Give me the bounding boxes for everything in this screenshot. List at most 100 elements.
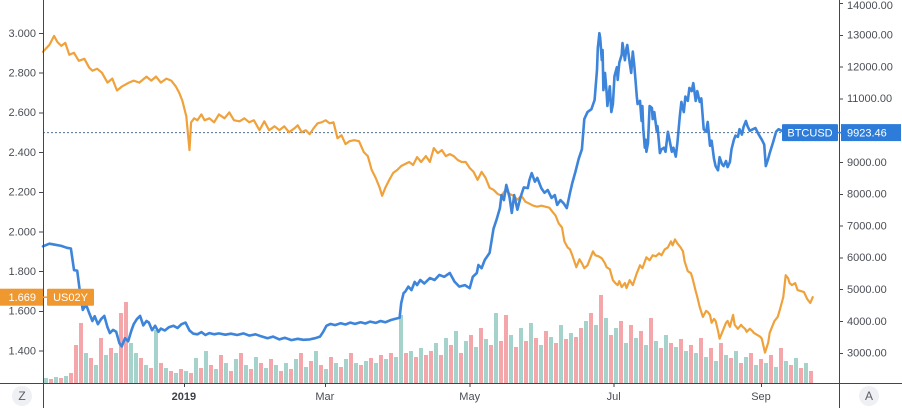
volume-bar: [684, 351, 688, 383]
volume-bar: [254, 357, 258, 383]
volume-bar: [104, 355, 108, 383]
volume-bar: [709, 348, 713, 383]
volume-bar: [84, 353, 88, 383]
right-axis-tick-label: 7000.00: [847, 220, 887, 232]
volume-bar: [274, 365, 278, 383]
auto-scale-button[interactable]: A: [859, 386, 879, 406]
volume-bar: [154, 330, 158, 383]
volume-bar: [619, 321, 623, 383]
volume-bar: [89, 358, 93, 383]
volume-bar: [534, 338, 538, 383]
volume-bar: [479, 328, 483, 383]
left-axis-tick-label: 2.000: [8, 226, 36, 238]
us02y-series-line: [41, 34, 814, 354]
volume-bar: [704, 357, 708, 383]
volume-bar: [294, 359, 298, 383]
volume-bar: [119, 313, 123, 383]
volume-bar: [174, 373, 178, 383]
volume-bar: [474, 347, 478, 383]
volume-bar: [359, 365, 363, 383]
right-axis-tick-label: 11000.00: [847, 93, 892, 105]
auto-scale-button-circle[interactable]: [859, 386, 879, 406]
volume-bar: [629, 325, 633, 383]
volume-bar: [54, 377, 58, 383]
volume-bar: [219, 355, 223, 383]
left-axis-tick-label: 2.200: [8, 187, 36, 199]
volume-bar: [579, 328, 583, 383]
volume-bar: [519, 328, 523, 383]
volume-bar: [149, 368, 153, 383]
volume-bars: [44, 295, 813, 383]
volume-bar: [759, 359, 763, 383]
volume-bar: [309, 361, 313, 383]
volume-bar: [49, 379, 53, 383]
volume-bar: [789, 365, 793, 383]
volume-bar: [204, 351, 208, 383]
time-axis-tick-label: 2019: [172, 391, 196, 403]
us02y-price-label: 1.669: [8, 292, 36, 304]
volume-bar: [409, 351, 413, 383]
price-scale-left[interactable]: 3.000 2.800 2.600 2.400 2.200 2.000 1.800 1.600…: [8, 28, 43, 358]
volume-bar: [799, 368, 803, 383]
volume-bar: [159, 363, 163, 383]
volume-bar: [244, 365, 248, 383]
btcusd-symbol-tag-bg: [782, 124, 838, 142]
right-axis-tick-label: 6000.00: [847, 252, 887, 264]
us02y-price-label-bg: [0, 288, 43, 306]
volume-bar: [654, 341, 658, 383]
timezone-button[interactable]: Z: [12, 386, 32, 406]
volume-bar: [224, 363, 228, 383]
timezone-button-circle[interactable]: [12, 386, 32, 406]
volume-bar: [809, 371, 813, 383]
volume-bar: [304, 367, 308, 383]
volume-bar: [269, 359, 273, 383]
timezone-button-label: Z: [18, 389, 25, 403]
volume-bar: [344, 359, 348, 383]
volume-bar: [169, 371, 173, 383]
volume-bar: [794, 358, 798, 383]
volume-bar: [694, 353, 698, 383]
volume-bar: [194, 358, 198, 383]
left-axis-tick-label: 2.800: [8, 68, 36, 80]
right-axis-tick-label: 14000.00: [847, 0, 893, 12]
volume-bar: [429, 351, 433, 383]
volume-bar: [384, 359, 388, 383]
volume-bar: [729, 358, 733, 383]
time-scale[interactable]: 2019 Mar May Jul Sep: [172, 383, 771, 403]
volume-bar: [774, 367, 778, 383]
volume-bar: [234, 359, 238, 383]
volume-bar: [259, 363, 263, 383]
volume-bar: [134, 353, 138, 383]
volume-bar: [509, 335, 513, 383]
auto-scale-button-label: A: [865, 389, 873, 403]
volume-bar: [59, 378, 63, 383]
volume-bar: [179, 369, 183, 383]
volume-bar: [354, 363, 358, 383]
volume-bar: [564, 339, 568, 383]
volume-bar: [659, 348, 663, 383]
volume-bar: [394, 357, 398, 383]
volume-bar: [624, 343, 628, 383]
volume-bar: [584, 321, 588, 383]
left-axis-tick-label: 1.800: [8, 266, 36, 278]
volume-bar: [329, 357, 333, 383]
btcusd-polyline: [41, 31, 815, 348]
volume-bar: [144, 365, 148, 383]
time-axis-tick-label: Jul: [607, 391, 621, 403]
volume-bar: [299, 353, 303, 383]
volume-bar: [379, 355, 383, 383]
btcusd-series-line: [41, 31, 815, 348]
volume-bar: [594, 325, 598, 383]
price-scale-right[interactable]: 14000.00 13000.00 12000.00 11000.00 9000.00 8…: [839, 0, 893, 360]
volume-bar: [114, 353, 118, 383]
volume-bar: [634, 338, 638, 383]
volume-bar: [184, 371, 188, 383]
volume-bar: [714, 361, 718, 383]
volume-bar: [749, 353, 753, 383]
volume-bar: [549, 337, 553, 383]
volume-bar: [514, 347, 518, 383]
volume-bar: [319, 365, 323, 383]
volume-bar: [109, 348, 113, 383]
volume-bar: [284, 363, 288, 383]
